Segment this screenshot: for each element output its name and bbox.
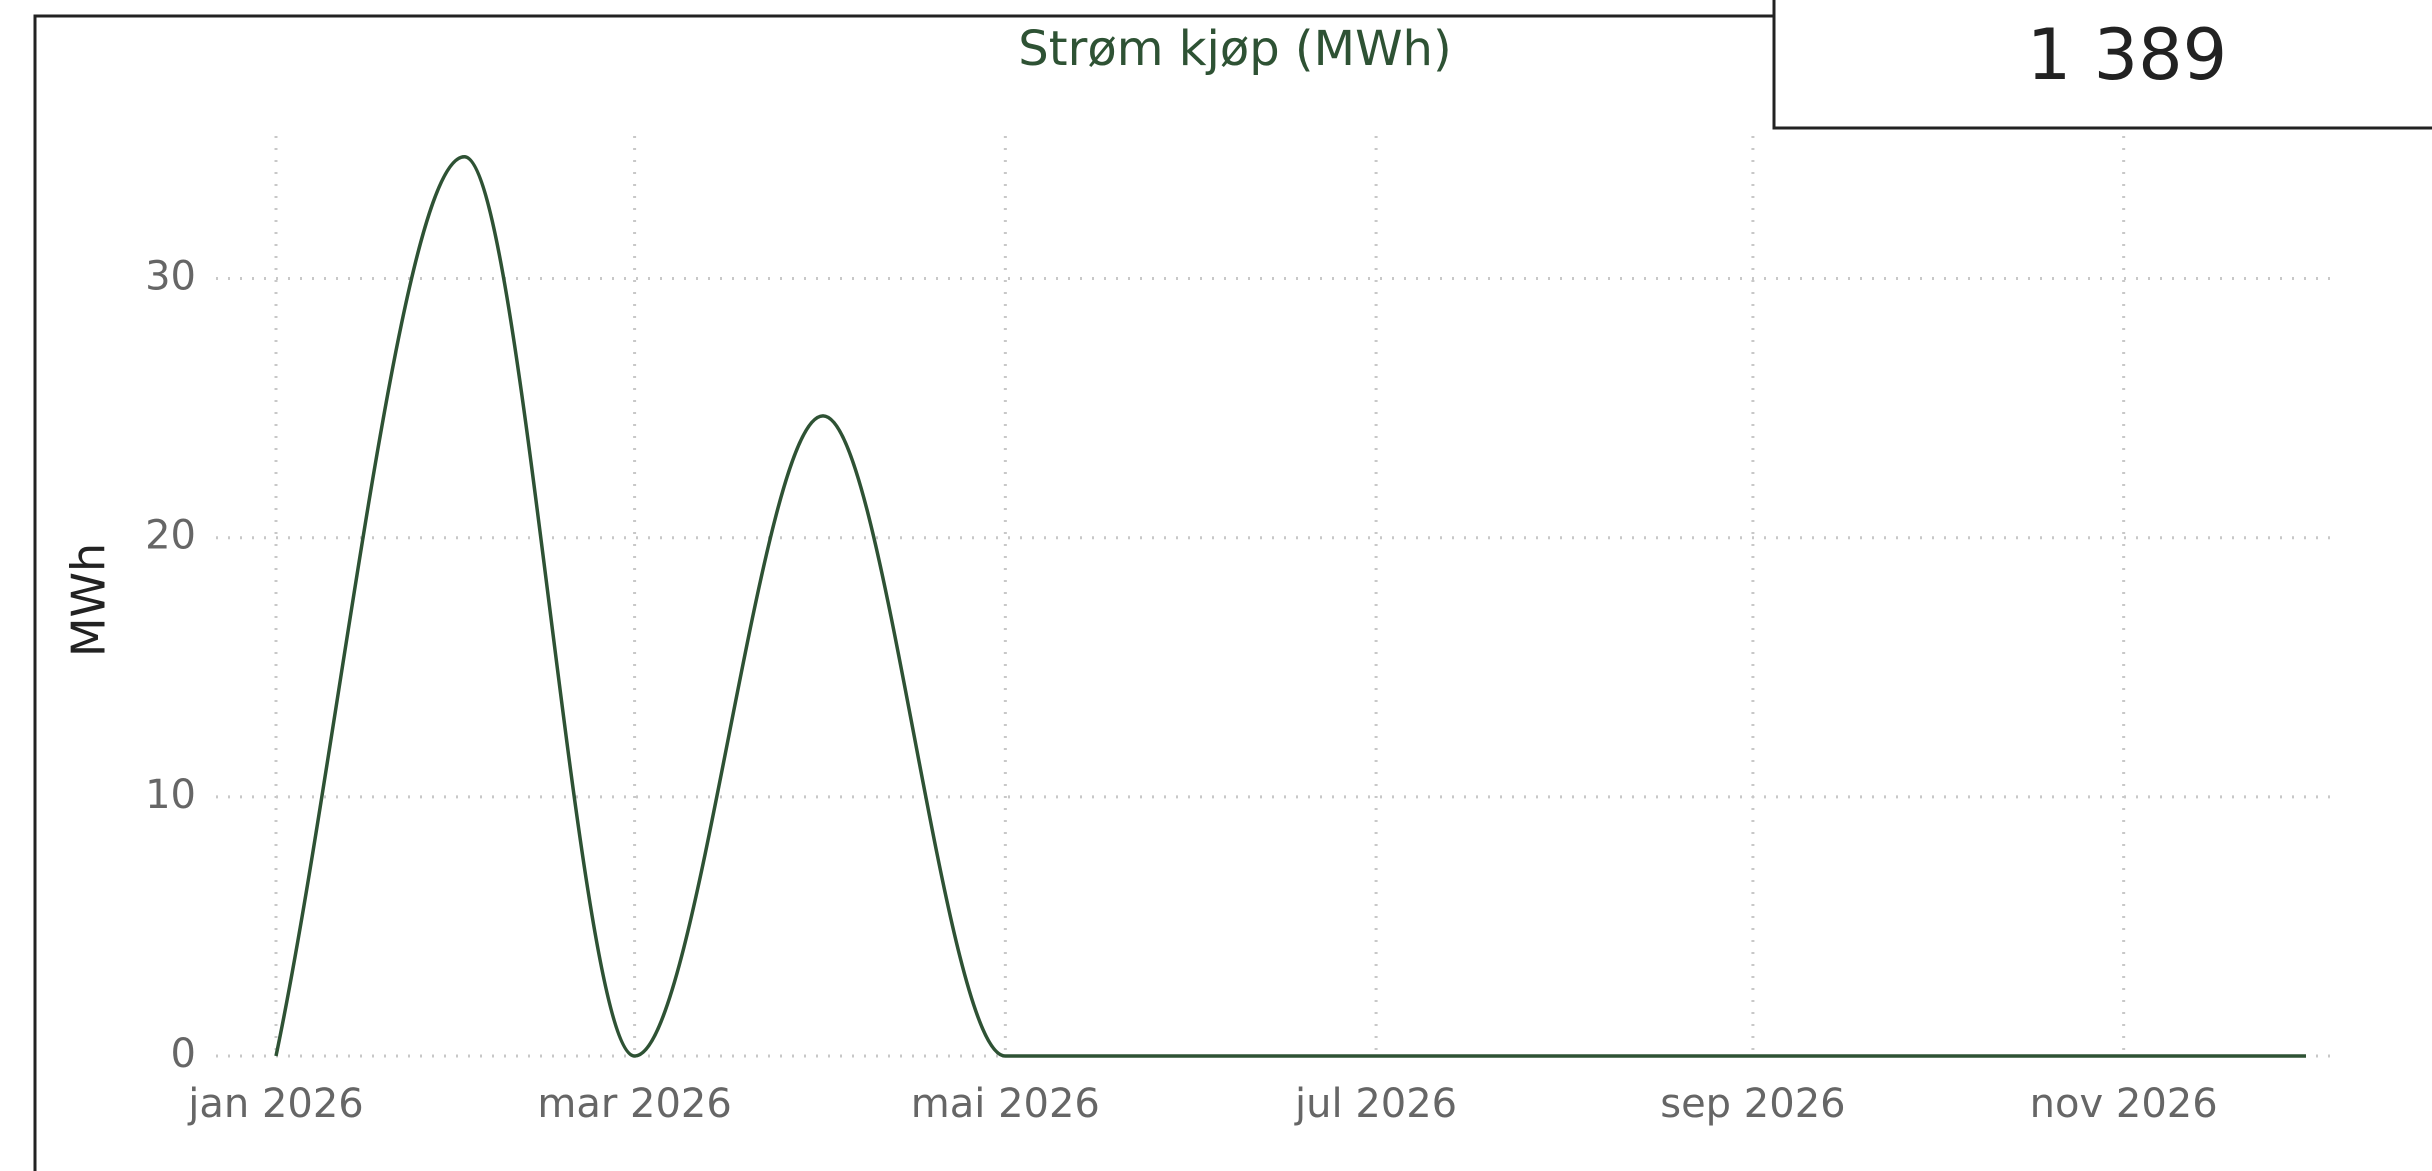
x-tick-label: mar 2026 bbox=[537, 1081, 731, 1127]
visual-frame bbox=[33, 14, 2432, 1171]
chart-title: Strøm kjøp (MWh) bbox=[1018, 21, 1451, 77]
y-tick-label: 10 bbox=[145, 772, 196, 818]
x-tick-label: nov 2026 bbox=[2030, 1081, 2218, 1127]
kpi-value: 1 389 bbox=[2027, 14, 2227, 96]
x-tick-label: jan 2026 bbox=[187, 1081, 364, 1127]
y-tick-label: 20 bbox=[145, 513, 196, 559]
x-tick-label: sep 2026 bbox=[1660, 1081, 1845, 1127]
y-tick-label: 0 bbox=[171, 1031, 196, 1077]
x-tick-label: jul 2026 bbox=[1294, 1081, 1457, 1127]
kpi-card[interactable] bbox=[1772, 0, 2432, 130]
y-axis-label: MWh bbox=[62, 543, 116, 657]
data-line bbox=[274, 154, 2306, 1058]
x-tick-label: mai 2026 bbox=[911, 1081, 1100, 1127]
y-tick-label: 30 bbox=[145, 254, 196, 300]
